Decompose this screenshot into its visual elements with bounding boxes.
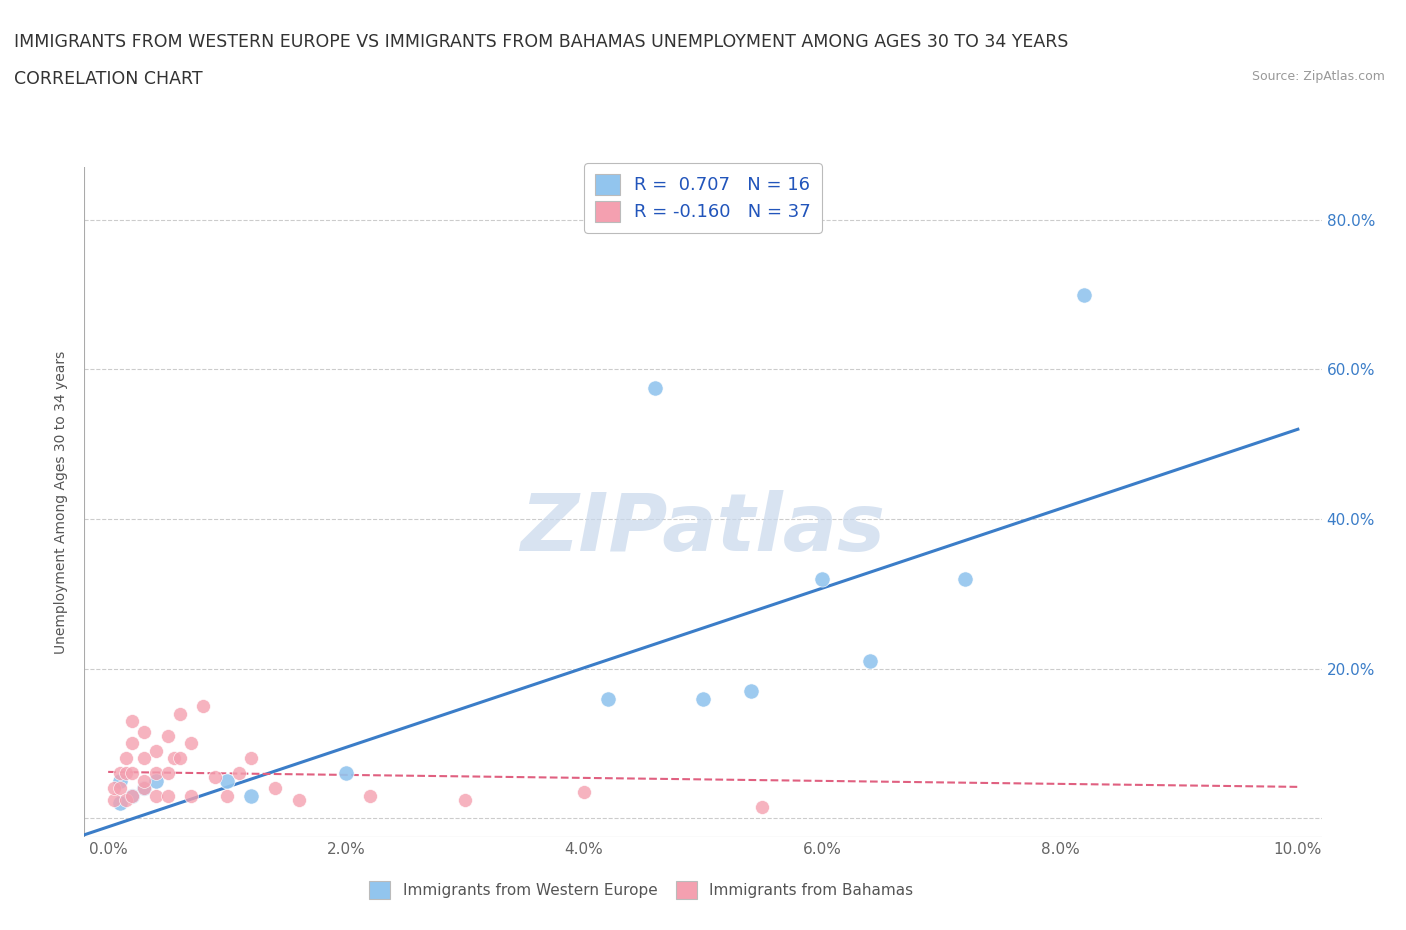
Point [121,789,143,804]
Point [287,792,309,807]
Point [204,770,226,785]
Point [103,792,125,807]
Point [454,792,477,807]
Point [156,766,179,781]
Point [169,706,191,721]
Point [145,766,167,781]
Point [811,571,834,586]
Point [644,380,666,395]
Point [359,789,381,804]
Point [1073,287,1095,302]
Legend: Immigrants from Western Europe, Immigrants from Bahamas: Immigrants from Western Europe, Immigran… [361,873,921,907]
Point [115,766,138,781]
Point [335,766,357,781]
Point [162,751,184,766]
Point [132,751,155,766]
Point [953,571,976,586]
Y-axis label: Unemployment Among Ages 30 to 34 years: Unemployment Among Ages 30 to 34 years [55,351,69,654]
Point [217,774,239,789]
Point [751,800,773,815]
Point [115,751,138,766]
Point [263,781,285,796]
Point [180,789,202,804]
Point [180,736,202,751]
Point [572,785,595,800]
Point [132,781,155,796]
Point [156,728,179,743]
Text: IMMIGRANTS FROM WESTERN EUROPE VS IMMIGRANTS FROM BAHAMAS UNEMPLOYMENT AMONG AGE: IMMIGRANTS FROM WESTERN EUROPE VS IMMIGR… [14,33,1069,50]
Point [692,691,714,706]
Point [108,766,131,781]
Text: CORRELATION CHART: CORRELATION CHART [14,70,202,87]
Point [132,724,155,739]
Point [132,781,155,796]
Point [108,796,131,811]
Point [239,751,262,766]
Point [145,789,167,804]
Point [193,698,215,713]
Point [145,774,167,789]
Point [115,792,138,807]
Point [121,789,143,804]
Point [596,691,619,706]
Point [228,766,250,781]
Point [103,781,125,796]
Text: ZIPatlas: ZIPatlas [520,490,886,568]
Point [169,751,191,766]
Point [740,684,762,698]
Point [858,654,880,669]
Text: Source: ZipAtlas.com: Source: ZipAtlas.com [1251,70,1385,83]
Point [145,743,167,758]
Point [121,736,143,751]
Point [217,789,239,804]
Point [132,774,155,789]
Point [108,774,131,789]
Point [121,766,143,781]
Point [121,713,143,728]
Point [239,789,262,804]
Point [156,789,179,804]
Point [108,781,131,796]
